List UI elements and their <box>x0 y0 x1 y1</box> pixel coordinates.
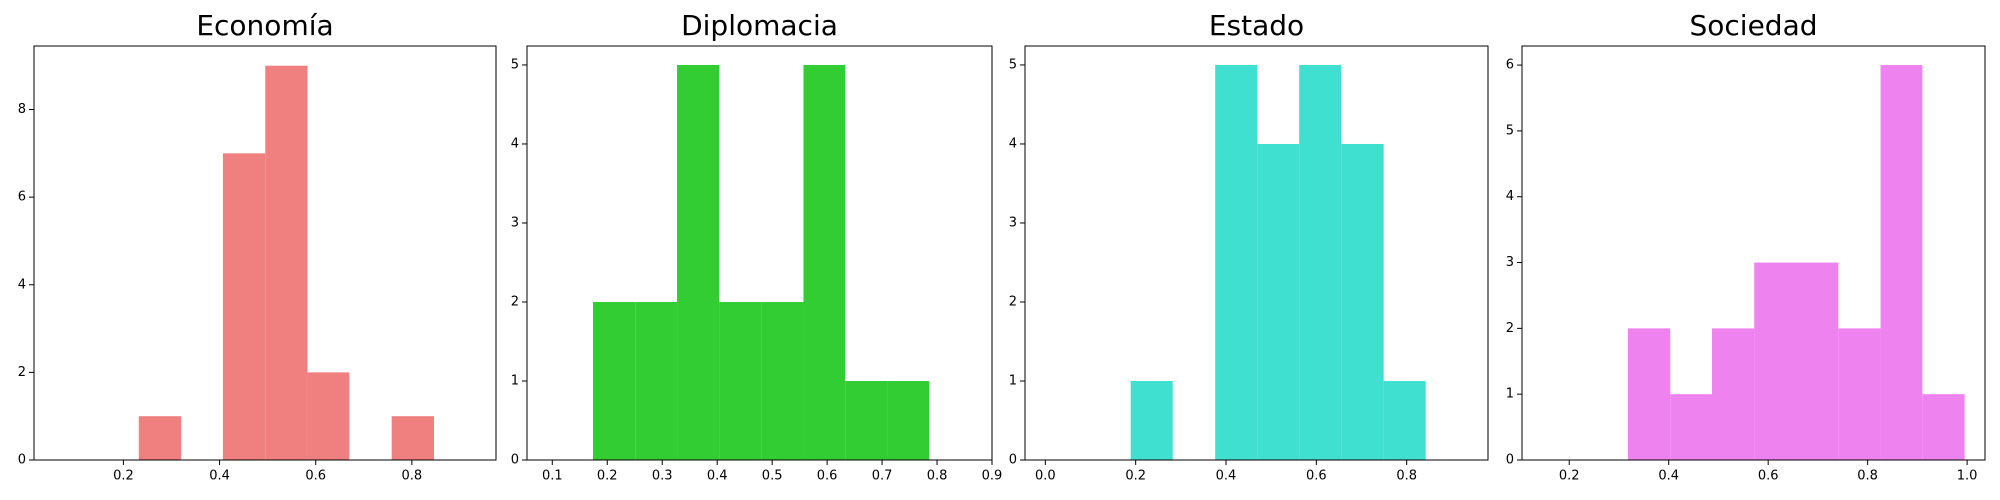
y-tick-label: 2 <box>18 365 26 380</box>
axes-frame <box>1024 45 1489 461</box>
bar <box>1922 394 1965 460</box>
bar <box>761 301 804 460</box>
bar <box>1838 328 1881 460</box>
x-tick-label: 0.4 <box>1216 469 1237 484</box>
x-tick-label: 0.2 <box>1125 469 1146 484</box>
bar <box>1670 394 1712 460</box>
y-tick-label: 4 <box>1009 136 1017 151</box>
bar <box>307 372 350 460</box>
x-tick-label: 0.2 <box>113 469 134 484</box>
x-tick-label: 0.4 <box>707 469 728 484</box>
y-tick-label: 1 <box>511 373 519 388</box>
y-tick-label: 1 <box>1009 373 1017 388</box>
bar <box>1711 328 1755 460</box>
x-tick-label: 0.8 <box>927 469 948 484</box>
y-tick-label: 6 <box>18 190 26 205</box>
bar <box>719 301 762 460</box>
x-tick-label: 0.2 <box>1559 469 1580 484</box>
axes-frame <box>33 45 497 461</box>
bar <box>265 65 308 460</box>
bar <box>1880 65 1923 461</box>
y-tick-label: 4 <box>18 277 26 292</box>
bar <box>1627 328 1671 460</box>
x-tick-label: 0.2 <box>597 469 618 484</box>
axes-frame <box>526 45 993 461</box>
y-tick-label: 4 <box>511 136 519 151</box>
y-tick-label: 2 <box>1009 294 1017 309</box>
chart-title: Sociedad <box>1689 9 1817 42</box>
bar <box>222 153 266 461</box>
axes-frame <box>1521 45 1986 461</box>
y-tick-label: 6 <box>1506 58 1514 73</box>
x-tick-label: 0.6 <box>1758 469 1779 484</box>
bar <box>1299 64 1342 461</box>
y-tick-label: 0 <box>1506 453 1514 468</box>
y-tick-label: 4 <box>1506 189 1514 204</box>
y-tick-label: 0 <box>18 453 26 468</box>
x-tick-label: 1.0 <box>1957 469 1978 484</box>
bar <box>635 301 678 460</box>
chart-title: Diplomacia <box>681 9 838 42</box>
bar <box>138 416 182 460</box>
x-tick-label: 0.3 <box>652 469 673 484</box>
y-tick-label: 3 <box>1506 255 1514 270</box>
y-tick-label: 0 <box>1009 453 1017 468</box>
y-tick-label: 0 <box>511 453 519 468</box>
x-tick-label: 0.4 <box>1658 469 1679 484</box>
x-tick-label: 0.8 <box>402 469 423 484</box>
y-tick-label: 8 <box>18 102 26 117</box>
y-tick-label: 5 <box>1506 123 1514 138</box>
bar <box>1341 143 1384 460</box>
bar <box>1796 262 1839 460</box>
bar <box>677 64 720 461</box>
y-tick-label: 2 <box>511 294 519 309</box>
bar <box>887 380 930 460</box>
bar <box>1383 380 1426 460</box>
x-tick-label: 0.8 <box>1857 469 1878 484</box>
y-tick-label: 3 <box>1009 215 1017 230</box>
y-tick-label: 3 <box>511 215 519 230</box>
x-tick-label: 0.6 <box>817 469 838 484</box>
bar <box>1754 262 1797 460</box>
x-tick-label: 0.7 <box>872 469 893 484</box>
bar <box>391 416 434 460</box>
bar <box>1130 380 1173 460</box>
x-tick-label: 0.6 <box>1306 469 1327 484</box>
x-tick-label: 0.0 <box>1035 469 1056 484</box>
y-tick-label: 2 <box>1506 321 1514 336</box>
chart-title: Estado <box>1209 9 1304 42</box>
y-tick-label: 5 <box>1009 57 1017 72</box>
bar <box>803 64 846 461</box>
y-tick-label: 1 <box>1506 387 1514 402</box>
chart-title: Economía <box>196 9 333 42</box>
x-tick-label: 0.9 <box>982 469 1003 484</box>
x-tick-label: 0.5 <box>762 469 783 484</box>
bar <box>592 301 636 460</box>
bar <box>1215 64 1258 461</box>
x-tick-label: 0.1 <box>542 469 563 484</box>
x-tick-label: 0.8 <box>1396 469 1417 484</box>
x-tick-label: 0.4 <box>209 469 230 484</box>
x-tick-label: 0.6 <box>305 469 326 484</box>
bar <box>1257 143 1300 460</box>
bar <box>845 380 888 460</box>
y-tick-label: 5 <box>511 57 519 72</box>
